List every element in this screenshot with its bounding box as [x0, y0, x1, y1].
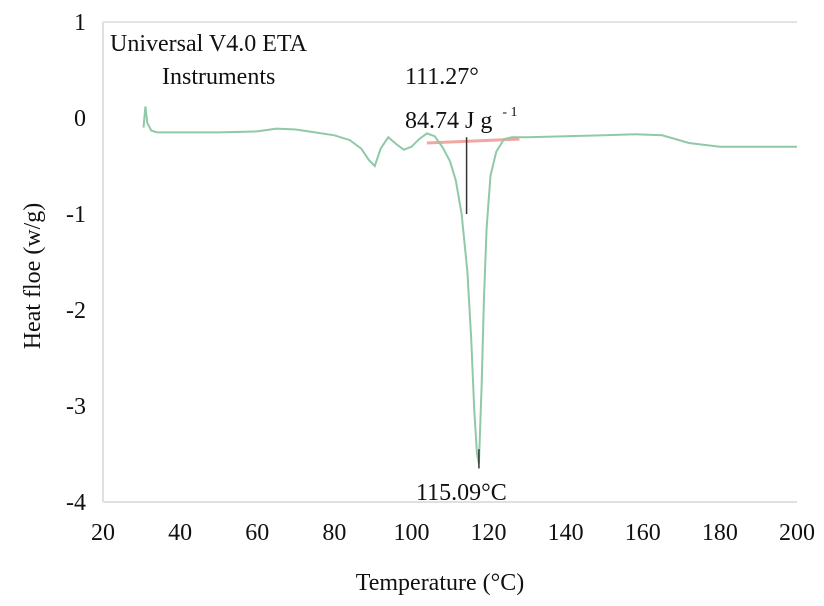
brand-line-1: Universal V4.0 ETA [110, 31, 308, 57]
y-tick-label: -2 [66, 298, 86, 324]
axes [102, 21, 797, 503]
x-axis-title: Temperature (°C) [356, 570, 525, 596]
x-tick-labels: 20 40 60 80 100 120 140 160 180 200 [91, 520, 815, 546]
x-tick-label: 60 [245, 520, 269, 546]
onset-label: 111.27° [405, 64, 479, 90]
x-tick-label: 100 [393, 520, 429, 546]
x-tick-label: 140 [548, 520, 584, 546]
y-tick-label: -1 [66, 202, 86, 228]
x-tick-label: 160 [625, 520, 661, 546]
y-tick-label: -4 [66, 490, 86, 516]
y-tick-label: 1 [74, 10, 86, 36]
brand-line-2: Instruments [162, 64, 275, 90]
x-tick-label: 180 [702, 520, 738, 546]
y-tick-label: 0 [74, 106, 86, 132]
x-tick-label: 40 [168, 520, 192, 546]
x-tick-label: 80 [322, 520, 346, 546]
x-tick-label: 200 [779, 520, 815, 546]
enthalpy-exponent: - 1 [502, 105, 517, 120]
y-tick-labels: 1 0 -1 -2 -3 -4 [66, 10, 86, 516]
enthalpy-label: 84.74 J g - 1 [405, 105, 518, 134]
y-axis-title: Heat floe (w/g) [20, 203, 46, 350]
y-tick-label: -3 [66, 394, 86, 420]
series-line-heat-flow [142, 106, 797, 464]
x-tick-label: 120 [471, 520, 507, 546]
peak-label: 115.09°C [416, 480, 507, 506]
enthalpy-value: 84.74 J g [405, 108, 492, 134]
x-tick-label: 20 [91, 520, 115, 546]
